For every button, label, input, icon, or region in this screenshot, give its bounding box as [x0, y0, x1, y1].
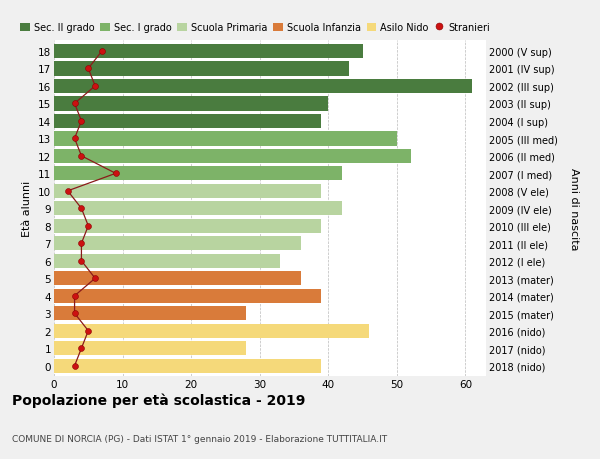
Point: [70, 292, 79, 300]
Point: [63, 188, 73, 195]
Bar: [54, 184, 322, 199]
Bar: [54, 341, 246, 356]
Legend: Sec. II grado, Sec. I grado, Scuola Primaria, Scuola Infanzia, Asilo Nido, Stran: Sec. II grado, Sec. I grado, Scuola Prim…: [20, 23, 490, 33]
Point: [70, 135, 79, 143]
Point: [97, 48, 107, 56]
Point: [77, 153, 86, 160]
Point: [83, 223, 93, 230]
Bar: [54, 289, 322, 303]
Point: [77, 240, 86, 247]
Bar: [54, 219, 322, 234]
Bar: [54, 167, 342, 181]
Bar: [54, 97, 328, 111]
Text: COMUNE DI NORCIA (PG) - Dati ISTAT 1° gennaio 2019 - Elaborazione TUTTITALIA.IT: COMUNE DI NORCIA (PG) - Dati ISTAT 1° ge…: [12, 434, 387, 442]
Bar: [54, 307, 246, 321]
Point: [77, 257, 86, 265]
Bar: [54, 45, 362, 59]
Point: [91, 83, 100, 90]
Text: Popolazione per età scolastica - 2019: Popolazione per età scolastica - 2019: [12, 392, 305, 407]
Bar: [54, 149, 410, 164]
Bar: [54, 62, 349, 76]
Bar: [54, 114, 322, 129]
Point: [70, 101, 79, 108]
Bar: [54, 271, 301, 286]
Point: [83, 66, 93, 73]
Point: [91, 275, 100, 282]
Y-axis label: Anni di nascita: Anni di nascita: [569, 168, 579, 250]
Point: [77, 345, 86, 352]
Point: [70, 362, 79, 369]
Bar: [54, 79, 472, 94]
Bar: [54, 254, 280, 269]
Point: [77, 205, 86, 213]
Bar: [54, 359, 322, 373]
Point: [77, 118, 86, 125]
Point: [70, 310, 79, 317]
Point: [83, 327, 93, 335]
Bar: [54, 202, 342, 216]
Bar: [54, 132, 397, 146]
Y-axis label: Età alunni: Età alunni: [22, 181, 32, 237]
Bar: [54, 324, 370, 338]
Bar: [54, 236, 301, 251]
Point: [111, 170, 121, 178]
